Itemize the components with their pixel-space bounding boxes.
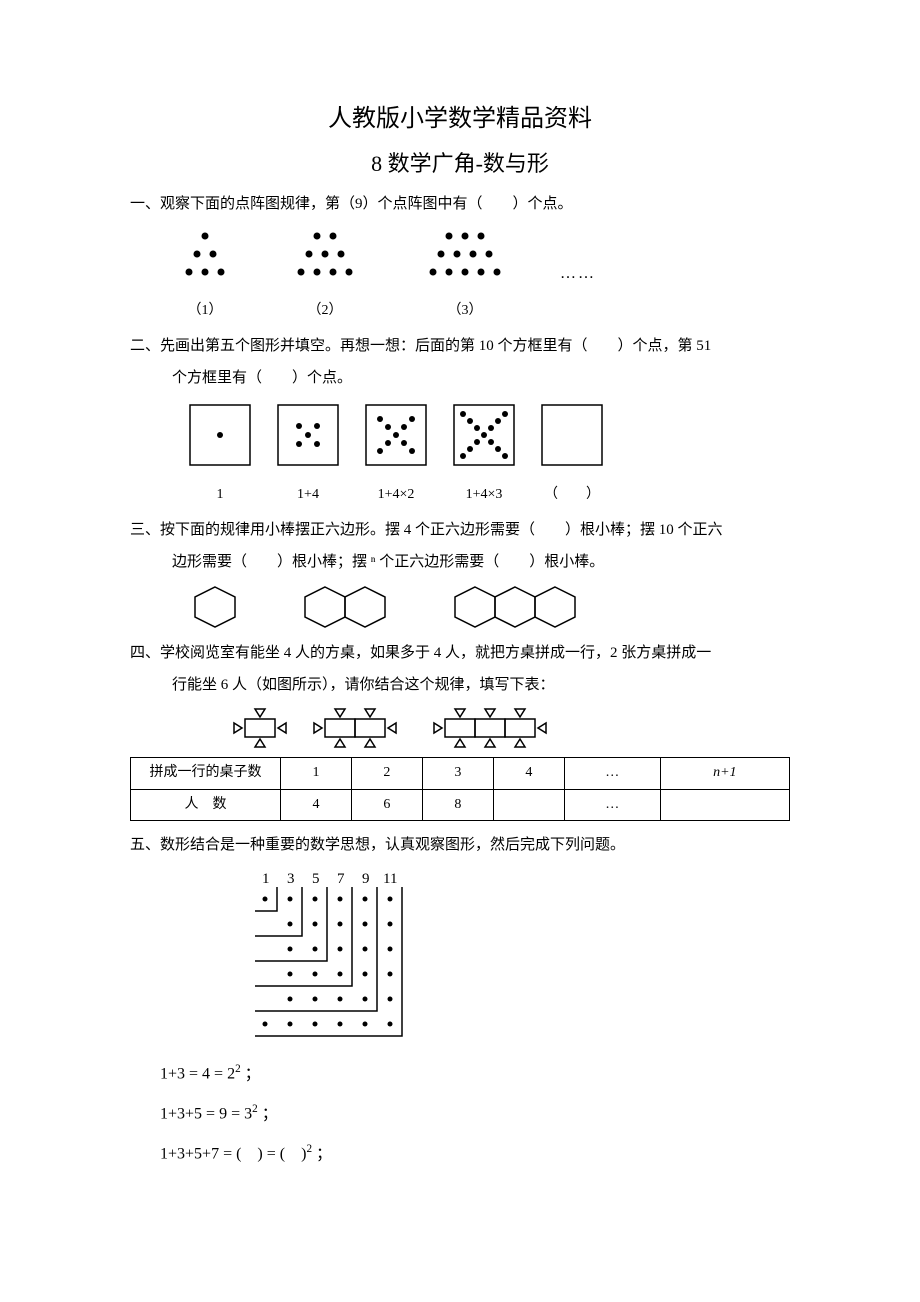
q5-eq1: 1+3 = 4 = 22 ； xyxy=(130,1061,790,1087)
svg-text:11: 11 xyxy=(383,871,397,887)
question-3: 三、按下面的规律用小棒摆正六边形。摆 4 个正六边形需要（ ）根小棒；摆 10 … xyxy=(130,518,790,629)
title-main: 人教版小学数学精品资料 xyxy=(130,100,790,138)
svg-text:7: 7 xyxy=(337,871,345,887)
q3-text-b: 边形需要（ ）根小棒；摆 ⁿ 个正六边形需要（ ）根小棒。 xyxy=(130,550,790,574)
q4-r1: 4 xyxy=(281,789,352,820)
q1-fig3: （3） xyxy=(410,226,520,322)
svg-text:1: 1 xyxy=(262,871,270,887)
svg-text:3: 3 xyxy=(287,871,295,887)
q1-fig2-svg xyxy=(280,226,370,286)
q2-l4: 1+4×3 xyxy=(449,484,519,506)
q4-text-a: 四、学校阅览室有能坐 4 人的方桌，如果多于 4 人，就把方桌拼成一行，2 张方… xyxy=(130,641,790,665)
q1-label3: （3） xyxy=(410,300,520,322)
svg-text:9: 9 xyxy=(362,871,370,887)
table-row: 人 数 4 6 8 … xyxy=(131,789,790,820)
q5-grid: 1 3 5 7 9 11 xyxy=(130,869,790,1047)
q1-fig3-svg xyxy=(410,226,520,286)
q2-text-b: 个方框里有（ ）个点。 xyxy=(130,366,790,390)
q5-grid-svg: 1 3 5 7 9 11 xyxy=(250,869,430,1039)
hex-2 xyxy=(300,584,390,629)
q2-fig5: （ ） xyxy=(537,400,607,506)
q4-r0: 人 数 xyxy=(131,789,281,820)
q2-l1: 1 xyxy=(185,484,255,506)
q2-fig3: 1+4×2 xyxy=(361,400,431,506)
q2-l5: （ ） xyxy=(537,484,607,506)
desk-3 xyxy=(430,705,570,749)
q1-fig1: （1） xyxy=(170,226,240,322)
hex-1 xyxy=(190,584,240,629)
q3-figures xyxy=(130,584,790,629)
title-sub: 8 数学广角-数与形 xyxy=(130,146,790,181)
svg-text:5: 5 xyxy=(312,871,320,887)
q4-table: 拼成一行的桌子数 1 2 3 4 … n+1 人 数 4 6 8 … xyxy=(130,757,790,821)
q5-eq2: 1+3+5 = 9 = 32 ； xyxy=(130,1101,790,1127)
q1-ellipsis: …… xyxy=(560,261,596,287)
desk-2 xyxy=(310,705,410,749)
q1-label2: （2） xyxy=(280,300,370,322)
q4-r5: … xyxy=(564,789,660,820)
q4-r6 xyxy=(660,789,789,820)
q2-figures: 1 1+4 1+4×2 xyxy=(130,400,790,506)
q1-fig2: （2） xyxy=(280,226,370,322)
q2-text-a: 二、先画出第五个图形并填空。再想一想：后面的第 10 个方框里有（ ）个点，第 … xyxy=(130,334,790,358)
question-2: 二、先画出第五个图形并填空。再想一想：后面的第 10 个方框里有（ ）个点，第 … xyxy=(130,334,790,506)
q4-r3: 8 xyxy=(422,789,493,820)
table-row: 拼成一行的桌子数 1 2 3 4 … n+1 xyxy=(131,758,790,789)
q4-h0: 拼成一行的桌子数 xyxy=(131,758,281,789)
q5-text: 五、数形结合是一种重要的数学思想，认真观察图形，然后完成下列问题。 xyxy=(130,833,790,857)
q2-fig1: 1 xyxy=(185,400,255,506)
hex-3 xyxy=(450,584,580,629)
q1-figures: （1） （2） （3） …… xyxy=(130,226,790,322)
q1-text: 一、观察下面的点阵图规律，第（9）个点阵图中有（ ）个点。 xyxy=(130,192,790,216)
q4-text-b: 行能坐 6 人（如图所示），请你结合这个规律，填写下表： xyxy=(130,673,790,697)
q4-h2: 2 xyxy=(351,758,422,789)
q2-fig4: 1+4×3 xyxy=(449,400,519,506)
q4-r4 xyxy=(493,789,564,820)
question-5: 五、数形结合是一种重要的数学思想，认真观察图形，然后完成下列问题。 1 3 5 … xyxy=(130,833,790,1167)
question-4: 四、学校阅览室有能坐 4 人的方桌，如果多于 4 人，就把方桌拼成一行，2 张方… xyxy=(130,641,790,821)
q3-text-a: 三、按下面的规律用小棒摆正六边形。摆 4 个正六边形需要（ ）根小棒；摆 10 … xyxy=(130,518,790,542)
q4-h5: … xyxy=(564,758,660,789)
q5-eq3: 1+3+5+7 = ( ) = ( )2 ； xyxy=(130,1141,790,1167)
q4-h4: 4 xyxy=(493,758,564,789)
q4-h3: 3 xyxy=(422,758,493,789)
q4-desks xyxy=(130,705,790,749)
q2-l3: 1+4×2 xyxy=(361,484,431,506)
q1-label1: （1） xyxy=(170,300,240,322)
q4-h1: 1 xyxy=(281,758,352,789)
q2-fig2: 1+4 xyxy=(273,400,343,506)
desk-1 xyxy=(230,705,290,749)
q4-r2: 6 xyxy=(351,789,422,820)
q1-fig1-svg xyxy=(170,226,240,286)
question-1: 一、观察下面的点阵图规律，第（9）个点阵图中有（ ）个点。 （1） （2） xyxy=(130,192,790,322)
q2-l2: 1+4 xyxy=(273,484,343,506)
q4-h6: n+1 xyxy=(660,758,789,789)
